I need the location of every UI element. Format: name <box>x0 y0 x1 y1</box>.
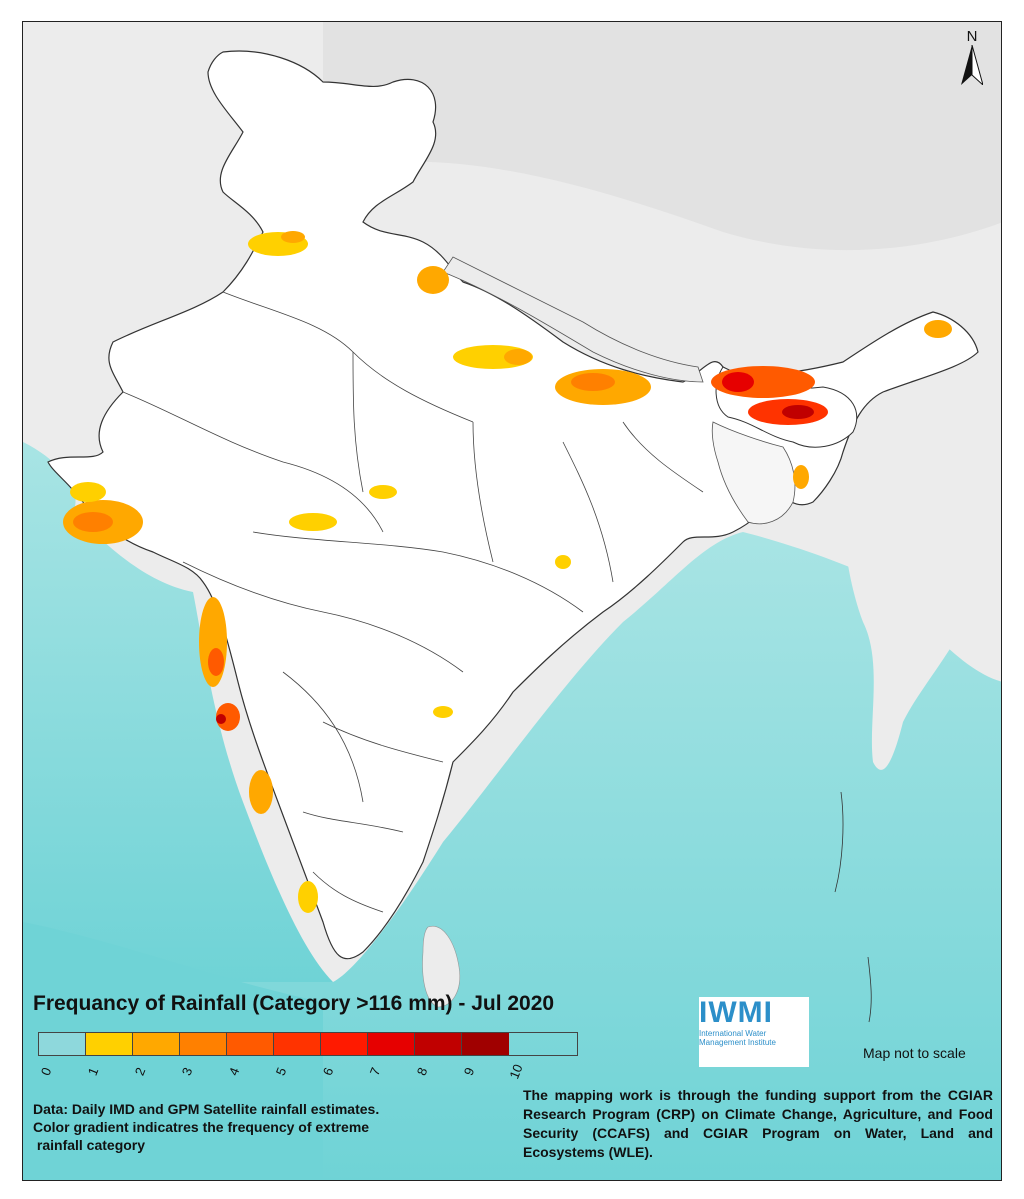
hotspot-karnataka-core <box>216 714 226 724</box>
hotspot-tripura <box>793 465 809 489</box>
sri-lanka <box>422 925 461 1008</box>
legend-ticks: 0 1 2 3 4 5 6 7 8 9 10 <box>38 1062 578 1094</box>
hotspot-ap <box>433 706 453 718</box>
hotspot-konkan-core <box>208 648 224 676</box>
legend-swatches <box>38 1032 578 1056</box>
hotspot-up-core <box>504 349 532 365</box>
legend-tick: 7 <box>366 1065 384 1078</box>
north-arrow-icon <box>961 44 984 87</box>
legend-swatch-4 <box>227 1033 274 1055</box>
legend: 0 1 2 3 4 5 6 7 8 9 10 <box>38 1032 578 1094</box>
legend-tick: 3 <box>178 1065 196 1078</box>
state-borders <box>122 291 704 913</box>
logo-line1: International Water <box>699 1029 767 1038</box>
map-frame: N Frequancy of Rainfall (Category >116 m… <box>22 21 1002 1181</box>
map-title: Frequancy of Rainfall (Category >116 mm)… <box>33 992 555 1015</box>
legend-tick: 8 <box>413 1065 431 1078</box>
hotspot-bihar-core <box>571 373 615 391</box>
legend-tick: 9 <box>460 1065 478 1078</box>
rainfall-hotspots <box>63 231 952 913</box>
scale-note: Map not to scale <box>863 1045 966 1061</box>
hotspot-karnataka <box>216 703 240 731</box>
legend-swatch-3 <box>180 1033 227 1055</box>
legend-tick: 6 <box>319 1065 337 1078</box>
hotspot-uttarakhand <box>417 266 449 294</box>
arabian-sea <box>23 442 333 982</box>
data-note-line: rainfall category <box>33 1137 146 1153</box>
legend-swatch-2 <box>133 1033 180 1055</box>
legend-swatch-1 <box>86 1033 133 1055</box>
hotspot-punjab-core <box>281 231 305 243</box>
north-arrow: N <box>957 28 987 90</box>
hotspot-odisha <box>555 555 571 569</box>
hotspot-kutch <box>70 482 106 502</box>
legend-swatch-7 <box>368 1033 415 1055</box>
data-note-line: Color gradient indicatres the frequency … <box>33 1119 370 1135</box>
hotspot-gujarat-core <box>73 512 113 532</box>
iwmi-logo: IWMI International Water Management Inst… <box>699 997 809 1067</box>
himalaya-relief <box>323 22 1001 251</box>
map-canvas <box>23 22 1001 1180</box>
legend-tick: 4 <box>225 1065 243 1078</box>
hotspot-mp2 <box>369 485 397 499</box>
legend-tick: 0 <box>37 1065 55 1078</box>
nepal <box>442 256 704 383</box>
north-label: N <box>966 28 978 45</box>
data-note-line: Data: Daily IMD and GPM Satellite rainfa… <box>33 1101 380 1117</box>
hotspot-mp <box>289 513 337 531</box>
data-note: Data: Daily IMD and GPM Satellite rainfa… <box>33 1100 513 1154</box>
hotspot-meghalaya-core <box>782 405 814 419</box>
legend-swatch-6 <box>321 1033 368 1055</box>
hotspot-kerala <box>249 770 273 814</box>
myanmar <box>841 416 987 770</box>
hotspot-sikkim-core <box>722 372 754 392</box>
legend-swatch-5 <box>274 1033 321 1055</box>
logo-line2: Management Institute <box>699 1038 776 1047</box>
bangladesh <box>711 421 796 525</box>
legend-swatch-0 <box>39 1033 86 1055</box>
funding-note: The mapping work is through the funding … <box>523 1087 993 1160</box>
andaman-islands <box>834 791 872 1023</box>
legend-tick: 5 <box>272 1065 290 1078</box>
legend-tick: 1 <box>84 1065 102 1078</box>
logo-wordmark: IWMI <box>699 996 773 1029</box>
legend-swatch-8 <box>415 1033 462 1055</box>
legend-tick: 10 <box>506 1061 526 1082</box>
legend-tick: 2 <box>131 1065 149 1078</box>
hotspot-tn <box>298 881 318 913</box>
hotspot-arunachal <box>924 320 952 338</box>
legend-swatch-9 <box>462 1033 509 1055</box>
